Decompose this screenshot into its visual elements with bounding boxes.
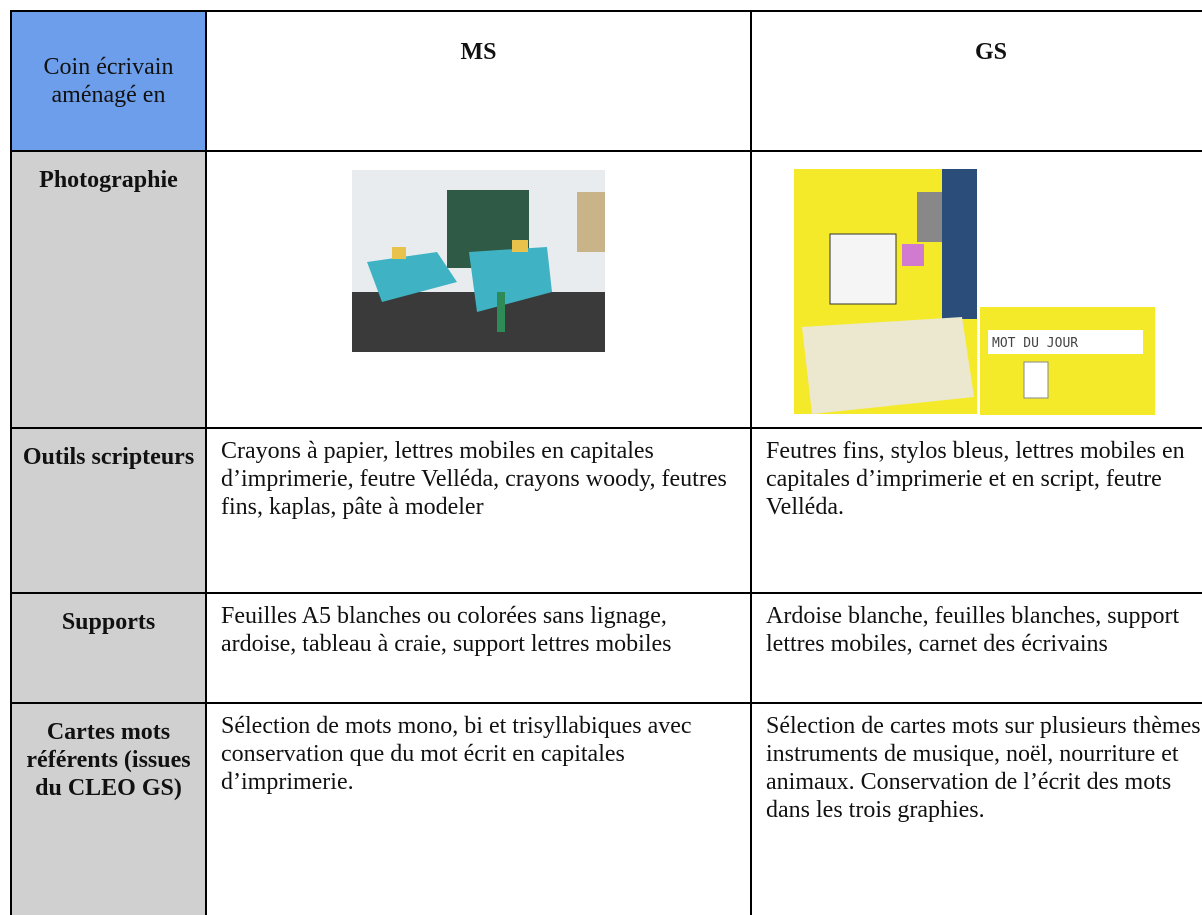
row-label: Cartes mots référents (issues du CLEO GS… (10, 702, 207, 915)
photo-sign: MOT DU JOUR (992, 336, 1078, 351)
table: Coin écrivain aménagé en MS GS Photograp… (10, 10, 1202, 915)
photo-gs: MOT DU JOUR (794, 169, 1155, 415)
cell: Ardoise blanche, feuilles blanches, supp… (750, 592, 1202, 704)
photo-cell (205, 150, 752, 429)
column-header: MS (205, 10, 752, 152)
cell: Feuilles A5 blanches ou colorées sans li… (205, 592, 752, 704)
corner-cell: Coin écrivain aménagé en (10, 10, 207, 152)
photo-ms (352, 170, 605, 352)
row-label: Supports (10, 592, 207, 704)
row-label: Photographie (10, 150, 207, 429)
row-label: Outils scripteurs (10, 427, 207, 594)
column-header: GS (750, 10, 1202, 152)
cell: Crayons à papier, lettres mobiles en cap… (205, 427, 752, 594)
photo-cell: MOT DU JOUR (750, 150, 1202, 429)
cell: Sélection de mots mono, bi et trisyllabi… (205, 702, 752, 915)
cell: Sélection de cartes mots sur plusieurs t… (750, 702, 1202, 915)
cell: Feutres fins, stylos bleus, lettres mobi… (750, 427, 1202, 594)
